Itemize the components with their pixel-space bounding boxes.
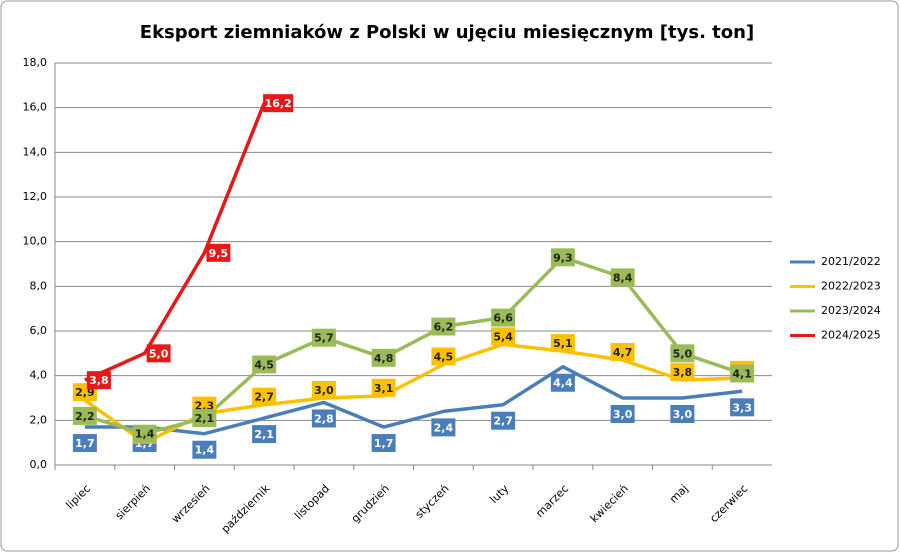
data-label: 3,3 [732,401,752,414]
data-label-box [431,347,456,366]
data-label: 2,4 [434,421,454,434]
data-label-box [252,355,277,374]
data-label: 8,4 [613,271,633,284]
data-label-box [491,411,516,430]
y-tick-label: 0,0 [30,458,48,471]
data-label-box [550,248,575,267]
y-tick-label: 4,0 [30,369,48,382]
data-label-box [491,327,516,346]
data-label-box [670,405,695,423]
data-label-box [670,344,695,363]
y-tick-label: 2,0 [30,413,48,426]
y-tick-label: 6,0 [30,324,48,337]
data-label: 2,1 [254,428,274,441]
data-label: 1,4 [135,428,155,441]
data-label: 2,2 [75,410,95,423]
data-label: 1,7 [374,437,394,450]
data-label: 6,6 [493,312,513,325]
data-label: 3,8 [89,374,109,387]
data-label-box [730,398,755,417]
data-label: 2,1 [195,412,215,425]
data-label-box [610,268,635,287]
data-label-box [371,434,396,453]
legend-label: 2021/2022 [821,255,881,268]
y-tick-label: 14,0 [23,145,48,158]
data-label: 6,2 [434,321,454,334]
data-label-box [192,440,217,459]
data-label: 4,7 [613,346,633,359]
data-label-box [86,371,111,390]
y-tick-label: 16,0 [23,101,48,114]
data-label-box [72,406,97,425]
data-label-box [610,343,635,362]
series-line [84,364,743,436]
data-label: 3,0 [613,408,633,421]
data-label: 9,5 [209,247,229,260]
data-label-box [550,373,575,392]
data-label: 3,8 [673,366,693,379]
data-label: 4,1 [732,367,752,380]
y-tick-label: 18,0 [23,56,48,69]
data-label: 2,8 [314,412,334,425]
data-label: 2,7 [254,391,274,404]
data-label-box [431,317,456,336]
data-label: 4,5 [434,351,454,364]
data-label: 2,9 [75,386,95,399]
data-label: 5,7 [314,332,334,345]
data-label: 1,7 [75,437,95,450]
data-label-box [491,308,516,327]
data-label-box [371,378,396,397]
data-label-box [311,409,336,428]
data-label: 9,3 [553,251,573,264]
data-label-box [311,381,336,399]
data-label: 16,2 [265,97,292,110]
data-label-box [132,424,157,443]
chart-title: Eksport ziemniaków z Polski w ujęciu mie… [140,22,754,43]
y-tick-label: 8,0 [30,279,48,292]
data-label: 1,4 [195,444,215,457]
data-label-box [252,425,277,444]
data-label-box [730,364,755,383]
y-tick-label: 10,0 [23,235,48,248]
data-label: 5,0 [149,347,169,360]
data-label: 4,5 [254,359,274,372]
data-label: 2,7 [493,415,513,428]
data-label-box [263,94,294,113]
series-line [84,102,266,382]
data-label: 5,4 [493,330,513,343]
data-label: 5,1 [553,337,573,350]
data-label: 5,0 [673,347,693,360]
data-label: 4,4 [553,377,573,390]
data-label: 3,0 [314,384,334,397]
data-label-box [146,344,171,363]
legend-label: 2023/2024 [821,304,881,317]
data-label-box [670,363,695,382]
data-label-box [431,418,456,437]
data-label-box [192,409,217,428]
data-label-box [371,348,396,367]
data-label-box [72,434,97,453]
data-label-box [252,387,277,406]
data-label: 3,1 [374,382,394,395]
data-label: 4,8 [374,352,394,365]
data-label-box [206,243,231,262]
legend-label: 2024/2025 [821,329,881,342]
data-label-box [550,334,575,353]
y-tick-label: 12,0 [23,190,48,203]
data-label: 3,0 [673,408,693,421]
legend-label: 2022/2023 [821,280,881,293]
data-label-box [610,405,635,423]
data-label-box [311,328,336,347]
